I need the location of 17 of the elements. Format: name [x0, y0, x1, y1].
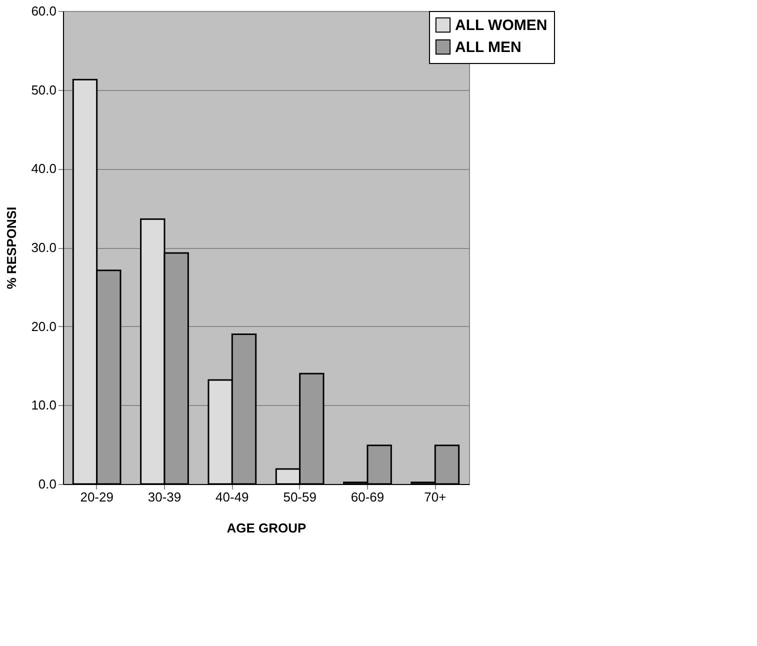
legend-label: ALL WOMEN [455, 17, 548, 34]
y-tick-label: 10.0 [31, 398, 56, 413]
x-tick-label: 60-69 [350, 490, 384, 504]
y-tick-label: 50.0 [31, 82, 56, 98]
y-tick-label: 20.0 [31, 318, 56, 334]
y-tick-label: 30.0 [31, 240, 56, 255]
y-tick-label: 0.0 [38, 476, 56, 492]
legend-label: ALL MEN [455, 39, 522, 56]
x-tick-label: 50-59 [283, 490, 316, 504]
y-tick-label: 60.0 [31, 4, 56, 18]
y-axis-title: % RESPONSI [4, 206, 20, 290]
x-tick-label: 70+ [424, 490, 446, 504]
x-tick-label: 20-29 [80, 490, 114, 504]
x-tick-label: 30-39 [148, 490, 182, 504]
x-tick-label: 40-49 [216, 490, 249, 504]
y-tick-label: 40.0 [31, 161, 56, 176]
x-axis-title: AGE GROUP [226, 520, 307, 536]
